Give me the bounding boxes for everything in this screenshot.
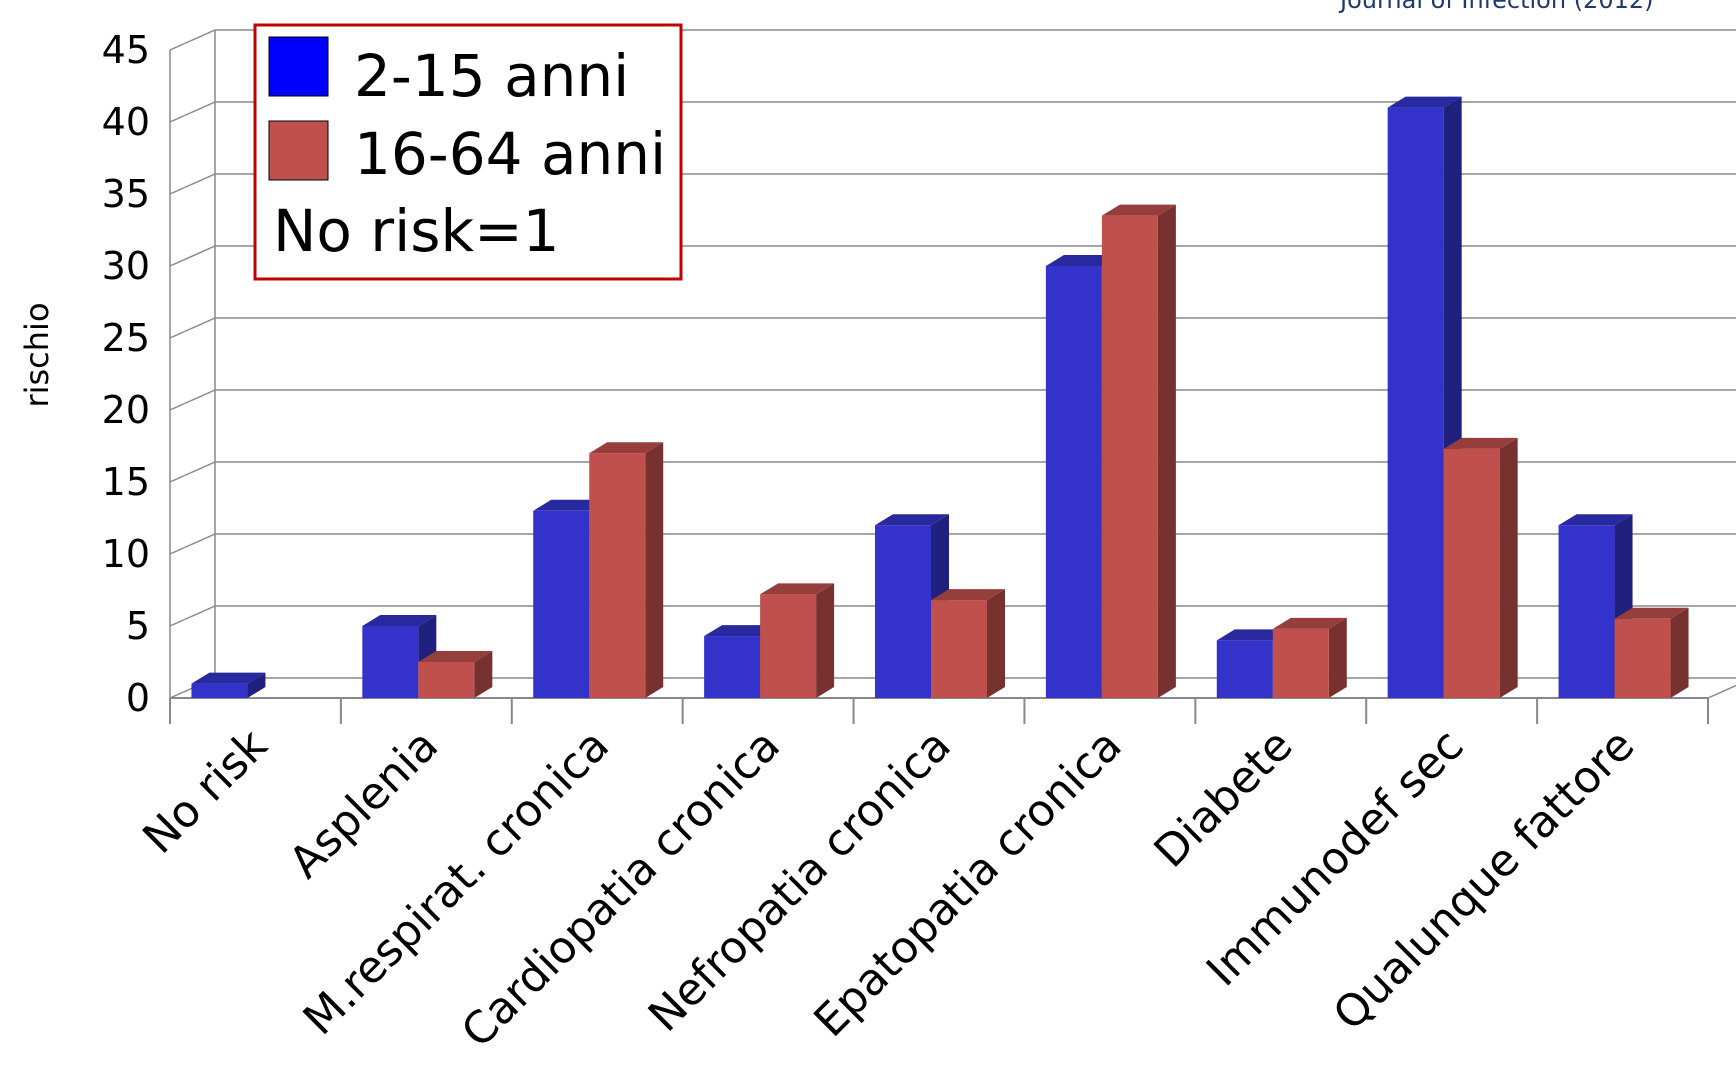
bar-top [1045, 255, 1120, 266]
bar-front [760, 594, 817, 698]
legend-label-series-2: 16-64 anni [354, 120, 666, 188]
y-tick-label: 30 [102, 244, 150, 288]
legend-label-series-1: 2-15 anni [354, 42, 629, 110]
legend: 2-15 anni 16-64 anni No risk=1 [253, 23, 683, 281]
x-category-label: Epatopatia cronica [804, 720, 1131, 1047]
y-tick-label: 20 [102, 388, 150, 432]
bar-front [1045, 266, 1102, 698]
bar-top [1272, 617, 1347, 629]
bar-2-4 [931, 589, 1005, 698]
bars [191, 96, 1689, 699]
legend-swatch-series-1 [268, 36, 329, 97]
gridline-depth [169, 605, 216, 627]
gridline-depth [169, 317, 216, 339]
bar-top [362, 615, 437, 626]
legend-swatch-series-2 [268, 120, 329, 181]
bar-side [1328, 617, 1347, 698]
x-category-label: Diabete [1145, 720, 1303, 878]
x-category-label: Cardiopatia cronica [452, 720, 790, 1058]
bar-front [1101, 215, 1158, 698]
bar-front [191, 683, 248, 698]
bar-top [704, 625, 779, 637]
bar-2-6 [1272, 617, 1347, 698]
x-category-label: M.respirat. cronica [294, 720, 619, 1045]
bar-front [1387, 107, 1444, 699]
bar-top [760, 583, 835, 595]
bar-side [1157, 204, 1176, 698]
gridline-depth [169, 389, 216, 411]
bar-top [533, 499, 608, 511]
bar-side [645, 442, 664, 698]
y-tick-label: 35 [102, 172, 150, 216]
y-tick-label: 45 [102, 28, 150, 72]
x-category-label: Qualunque fattore [1324, 720, 1645, 1041]
bar-2-7 [1443, 437, 1518, 698]
y-tick-label: 15 [102, 460, 150, 504]
bar-front [931, 600, 987, 698]
bar-top [191, 672, 266, 684]
bar-top [1558, 514, 1633, 526]
bar-2-2 [589, 442, 664, 698]
bar-side [1499, 437, 1518, 698]
bar-top [1216, 629, 1291, 641]
bar-2-3 [760, 583, 835, 698]
source-citation: Journal of Infection (2012) [1338, 0, 1654, 14]
x-category-label: No risk [133, 719, 277, 863]
x-category-label: Asplenia [280, 720, 449, 889]
bar-side [474, 651, 493, 698]
bar-front [533, 510, 590, 698]
bar-1-8 [1558, 514, 1633, 698]
gridline-depth [169, 173, 216, 195]
bar-front [362, 626, 419, 698]
bar-side [816, 583, 835, 698]
bar-top [1387, 96, 1462, 108]
bar-front [1272, 628, 1329, 698]
gridline-depth [169, 101, 216, 123]
bar-top [931, 589, 1005, 601]
floor-edge [1707, 684, 1736, 699]
gridline-depth [169, 461, 216, 483]
y-tick-label: 10 [102, 532, 150, 576]
gridline-depth [169, 29, 216, 51]
bar-top [1614, 607, 1689, 619]
y-tick-label: 40 [102, 100, 150, 144]
bar-front [1443, 448, 1500, 698]
bar-side [1670, 607, 1689, 698]
bar-top [1443, 437, 1518, 449]
bar-front [1614, 618, 1671, 698]
bar-front [1216, 640, 1273, 698]
bar-front [589, 453, 646, 698]
bar-top [418, 651, 493, 662]
bar-front [875, 525, 931, 698]
bar-front [704, 636, 761, 698]
y-tick-label: 25 [102, 316, 150, 360]
gridline-depth [169, 245, 216, 267]
bar-2-1 [418, 651, 493, 698]
bar-side [247, 672, 266, 698]
bar-front [418, 662, 475, 698]
bar-front [1558, 525, 1615, 698]
y-tick-label: 5 [126, 604, 150, 648]
bar-top [1101, 204, 1176, 216]
x-category-label: Nefropatia cronica [639, 720, 961, 1042]
bar-2-8 [1614, 607, 1689, 698]
bar-side [987, 589, 1005, 698]
bar-top [589, 442, 664, 454]
bar-1-0 [191, 672, 266, 698]
bar-top [875, 514, 949, 526]
bar-2-5 [1101, 204, 1176, 698]
y-tick-label: 0 [126, 676, 150, 720]
y-axis-title: rischio [18, 302, 56, 407]
gridline-depth [169, 533, 216, 555]
legend-note: No risk=1 [273, 197, 560, 265]
